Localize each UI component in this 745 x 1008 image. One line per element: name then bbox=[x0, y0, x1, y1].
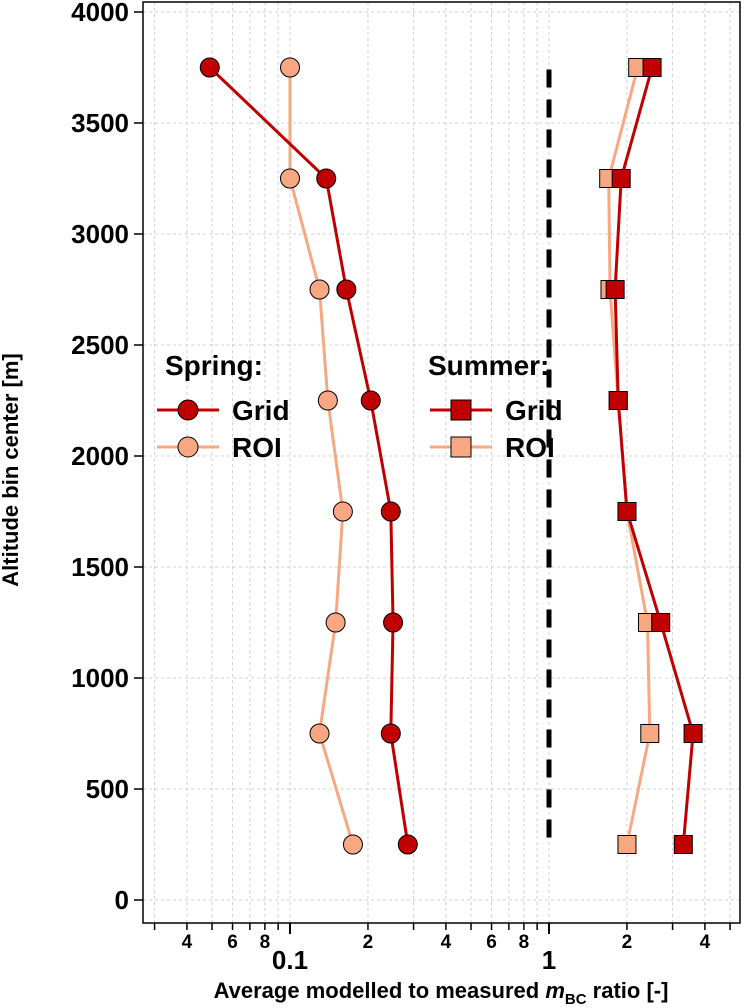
legend-spring: Spring: Grid ROI bbox=[157, 350, 290, 463]
series-line bbox=[288, 67, 355, 845]
legend-label: ROI bbox=[505, 432, 555, 463]
y-tick-label: 4000 bbox=[71, 0, 129, 27]
x-axis-label-tail: ratio [-] bbox=[587, 978, 669, 1003]
data-point bbox=[683, 724, 703, 743]
legend-layer: Spring: Grid ROI Summer: Grid ROI bbox=[157, 350, 563, 463]
series-line bbox=[208, 66, 410, 845]
data-point bbox=[611, 169, 631, 188]
x-minor-tick-label: 2 bbox=[622, 932, 633, 953]
legend-summer: Summer: Grid ROI bbox=[428, 350, 563, 463]
data-point bbox=[640, 724, 660, 743]
x-major-tick-label: 0.1 bbox=[272, 945, 308, 975]
x-minor-tick-label: 4 bbox=[700, 932, 711, 953]
data-point bbox=[316, 168, 337, 189]
x-minor-tick-label: 4 bbox=[441, 932, 452, 953]
legend-marker bbox=[177, 436, 199, 458]
x-minor-tick-label: 2 bbox=[363, 932, 374, 953]
data-point bbox=[651, 613, 671, 632]
series-line bbox=[613, 67, 695, 845]
x-minor-tick-label: 4 bbox=[182, 932, 193, 953]
data-point bbox=[199, 57, 220, 78]
data-point bbox=[383, 612, 404, 633]
legend-marker bbox=[450, 436, 472, 458]
y-tick-label: 2500 bbox=[71, 330, 129, 360]
x-minor-tick-label: 8 bbox=[519, 932, 530, 953]
x-axis-label-subscript: BC bbox=[565, 991, 587, 1008]
legend-label: Grid bbox=[232, 395, 290, 426]
x-axis-label-variable: m bbox=[545, 978, 565, 1003]
y-tick-label: 3000 bbox=[71, 219, 129, 249]
data-point bbox=[325, 612, 346, 633]
data-point bbox=[336, 279, 357, 300]
data-point bbox=[332, 501, 353, 522]
x-minor-tick-label: 6 bbox=[486, 932, 497, 953]
data-point bbox=[608, 391, 628, 410]
data-point bbox=[317, 390, 338, 411]
data-point bbox=[397, 834, 418, 855]
y-axis-label: Altitude bin center [m] bbox=[0, 353, 23, 586]
axis-layer: 0 500 1000 1500 2000 2500 3000 3500 4000 4 6 8 2 4 6 8 2… bbox=[71, 0, 731, 975]
series-layer bbox=[199, 57, 703, 855]
series-spring-grid bbox=[199, 57, 418, 855]
data-point bbox=[309, 723, 330, 744]
y-tick-label: 1500 bbox=[71, 552, 129, 582]
data-point bbox=[617, 502, 637, 521]
data-point bbox=[309, 279, 330, 300]
x-major-tick-label: 1 bbox=[542, 945, 556, 975]
series-spring-roi bbox=[280, 57, 363, 855]
data-point bbox=[380, 501, 401, 522]
data-point bbox=[673, 835, 693, 854]
x-minor-tick-label: 6 bbox=[227, 932, 238, 953]
legend-label: ROI bbox=[232, 432, 282, 463]
legend-label: Grid bbox=[505, 395, 563, 426]
data-point bbox=[642, 58, 662, 77]
data-point bbox=[360, 390, 381, 411]
legend-marker bbox=[177, 399, 199, 421]
plot-frame bbox=[142, 1, 741, 924]
series-summer-grid bbox=[605, 58, 703, 854]
legend-marker bbox=[450, 399, 472, 421]
data-point bbox=[605, 280, 625, 299]
y-tick-label: 1000 bbox=[71, 663, 129, 693]
y-tick-label: 500 bbox=[86, 774, 129, 804]
x-axis-label-main: Average modelled to measured bbox=[214, 978, 546, 1003]
legend-title: Spring: bbox=[165, 350, 263, 381]
y-tick-label: 2000 bbox=[71, 441, 129, 471]
x-axis-label: Average modelled to measured mBC ratio [… bbox=[214, 978, 669, 1008]
data-point bbox=[380, 723, 401, 744]
legend-title: Summer: bbox=[428, 350, 549, 381]
data-point bbox=[280, 57, 300, 78]
data-point bbox=[342, 834, 363, 855]
y-tick-label: 3500 bbox=[71, 108, 129, 138]
data-point bbox=[617, 835, 637, 854]
data-point bbox=[280, 168, 300, 189]
x-minor-tick-label: 8 bbox=[260, 932, 271, 953]
y-tick-label: 0 bbox=[115, 885, 129, 915]
